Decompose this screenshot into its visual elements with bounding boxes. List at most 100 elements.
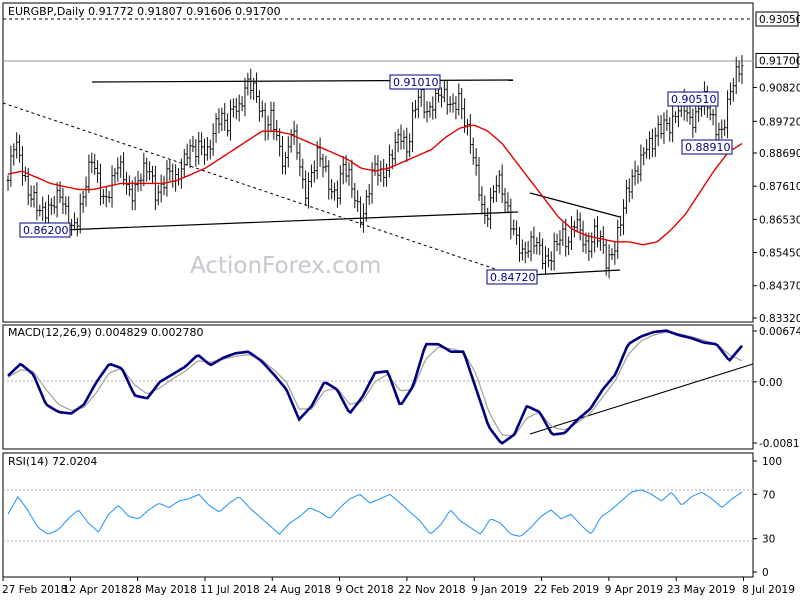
price-bar [630,169,634,199]
price-bar [359,196,362,228]
price-bar [552,232,556,271]
price-bar [344,155,348,183]
price-bar [52,195,56,214]
price-bar [229,99,232,141]
price-bar [107,190,111,203]
date-tick-8: 22 Feb 2019 [534,584,599,596]
price-bar [440,87,443,108]
price-bar [584,232,588,254]
date-tick-10: 23 May 2019 [667,584,735,596]
price-bar [101,188,105,204]
price-bar [258,90,261,122]
price-bar [480,186,484,215]
price-bar [185,143,189,166]
price-tick-5: 0.87610 [759,181,800,193]
price-tick-1-box: 0.91700 [755,52,800,68]
price-bar [93,153,97,175]
price-bar [648,131,651,160]
rsi-tick-1: 70 [762,489,775,501]
price-bar [726,90,729,139]
price-bar [304,170,308,206]
price-bar [32,185,36,208]
price-bar [159,174,163,203]
annotation-box [19,222,71,238]
price-bar [570,216,573,250]
price-bar [234,97,238,120]
price-bar [411,102,414,153]
price-bar [503,187,507,212]
price-bar [220,107,224,132]
price-bar [90,152,94,173]
price-bar [353,182,357,209]
price-bar [671,105,675,143]
price-bar [246,72,250,96]
price-bar [714,104,718,142]
price-bar [578,212,582,241]
annotation-0.91010: 0.91010 [389,74,441,90]
price-bar [471,137,475,165]
rsi-title: RSI(14) 72.0204 [8,455,97,468]
price-bar [520,239,524,261]
price-bar [731,77,735,102]
price-bar [688,103,692,125]
price-bar [18,134,21,163]
price-bar [558,230,562,255]
price-bar [523,241,527,264]
price-bar [61,188,65,214]
price-bar [610,248,614,260]
rsi-tick-3: 0 [762,567,769,579]
price-bar [454,96,458,120]
price-tick-0-frame [755,11,799,27]
price-bar [549,251,553,271]
price-bar [665,109,669,132]
price-bar [139,173,143,192]
price-bar [272,101,276,140]
date-tick-4: 24 Aug 2018 [264,584,331,596]
price-bar [659,115,663,139]
price-bar [333,182,336,201]
rsi-tick-0: 100 [762,456,782,468]
price-bar [356,190,360,213]
price-bar [362,203,365,233]
price-bar [416,89,420,119]
price-bar [44,201,47,225]
macd-trendline [529,363,754,435]
price-bar [281,136,284,175]
price-bar [740,55,744,85]
price-bar [445,80,449,115]
price-bar [492,185,495,204]
price-bar [587,232,591,261]
price-bar [130,180,134,211]
price-bar [494,175,498,203]
price-bar [38,204,42,217]
price-axis: 0.93050 0.91700 0.90820 0.89720 0.88690 0.876… [753,11,800,325]
price-bar [315,141,319,180]
price-bar [255,72,258,103]
price-bar [260,100,264,118]
price-bar [711,108,715,126]
price-bar [489,187,492,230]
price-tick-4: 0.88690 [759,148,800,160]
price-bar [64,196,68,215]
date-tick-0: 27 Feb 2018 [2,584,67,596]
price-bar [81,190,85,213]
price-bar [55,182,59,218]
price-bar [188,139,192,169]
price-bar [29,185,33,208]
price-header: EURGBP,Daily 0.91772 0.91807 0.91606 0.9… [8,5,281,18]
price-bar [414,99,417,119]
price-bar [145,157,149,182]
price-bar [448,95,452,113]
price-bar [627,178,631,203]
price-bar [41,196,45,222]
date-tick-6: 22 Nov 2018 [398,584,465,596]
price-bar [208,139,212,160]
price-bar [122,152,125,186]
price-bar [561,222,565,246]
date-tick-2: 28 May 2018 [128,584,196,596]
price-bar [301,158,305,189]
price-bar [512,219,516,236]
price-bar [572,220,576,238]
rsi-line [7,489,743,537]
